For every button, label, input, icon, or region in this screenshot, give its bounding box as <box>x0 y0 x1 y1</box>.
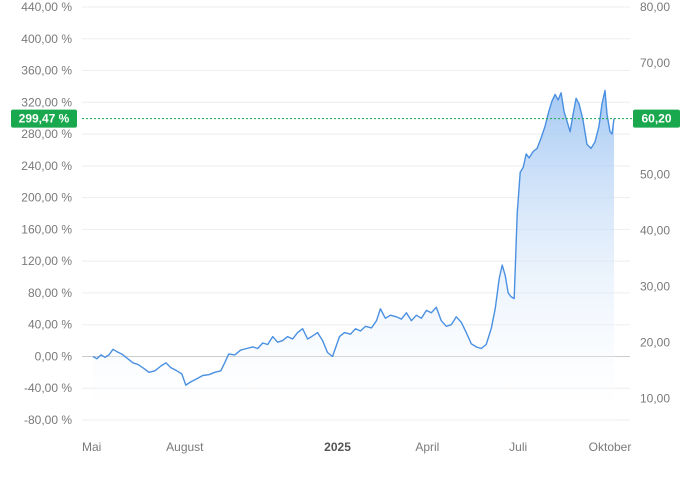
current-price-badge: 60,20 <box>633 109 680 128</box>
right-tick-label: 30,00 <box>640 280 670 294</box>
right-tick-label: 40,00 <box>640 224 670 238</box>
x-tick-label: 2025 <box>324 440 351 454</box>
left-tick-label: 320,00 % <box>21 95 72 109</box>
left-tick-label: 280,00 % <box>21 127 72 141</box>
current-percent-badge-bg <box>11 109 77 128</box>
left-tick-label: 40,00 % <box>28 318 72 332</box>
left-tick-label: 200,00 % <box>21 191 72 205</box>
right-tick-label: 10,00 <box>640 391 670 405</box>
current-price-badge-bg <box>633 109 680 128</box>
x-axis-dates: Mai August 2025 April Juli Oktober <box>82 440 631 454</box>
current-price-label: 60,20 <box>641 112 671 126</box>
series-area-fill <box>93 90 614 421</box>
left-tick-label: 0,00 % <box>35 349 73 363</box>
x-tick-label: April <box>415 440 439 454</box>
x-tick-label: Mai <box>82 440 101 454</box>
x-tick-label: Juli <box>509 440 527 454</box>
left-tick-label: 360,00 % <box>21 64 72 78</box>
right-tick-label: 80,00 <box>640 0 670 14</box>
x-tick-label: Oktober <box>589 440 632 454</box>
current-percent-badge: 299,47 % <box>11 109 77 128</box>
series-line <box>92 89 615 386</box>
left-tick-label: 400,00 % <box>21 32 72 46</box>
current-percent-label: 299,47 % <box>19 112 70 126</box>
left-tick-label: -40,00 % <box>24 381 72 395</box>
left-tick-label: 440,00 % <box>21 0 72 14</box>
left-tick-label: 240,00 % <box>21 159 72 173</box>
x-tick-label: August <box>166 440 204 454</box>
left-tick-label: 120,00 % <box>21 254 72 268</box>
left-tick-label: -80,00 % <box>24 413 72 427</box>
left-axis-percent: 440,00 % 400,00 % 360,00 % 320,00 % 280,00 %… <box>21 0 72 427</box>
left-tick-label: 160,00 % <box>21 222 72 236</box>
right-tick-label: 20,00 <box>640 335 670 349</box>
right-tick-label: 70,00 <box>640 56 670 70</box>
right-tick-label: 50,00 <box>640 168 670 182</box>
left-tick-label: 80,00 % <box>28 286 72 300</box>
